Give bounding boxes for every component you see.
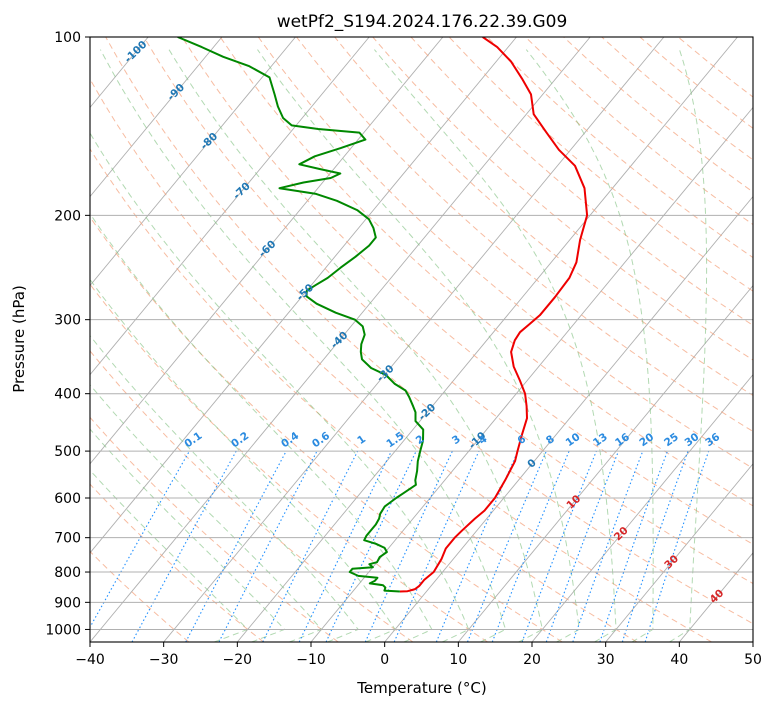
mixing-ratio-line (521, 450, 597, 642)
moist-adiabat-line (257, 49, 580, 642)
y-axis-label: Pressure (hPa) (10, 285, 28, 393)
pressure-gridlines (90, 37, 753, 630)
y-tick-label: 200 (54, 208, 81, 224)
dewpoint-line (177, 37, 425, 593)
y-tick-label: 100 (54, 30, 81, 46)
mixing-ratio-line (435, 450, 519, 642)
mixing-ratio-line (572, 450, 644, 642)
mixing-ratio-line (262, 450, 359, 642)
isotherm-line (457, 284, 753, 642)
y-tick-label: 600 (54, 491, 81, 507)
moist-adiabat-line (90, 384, 323, 642)
dry-adiabat-line (296, 37, 753, 433)
background-lines (90, 37, 753, 642)
y-tick-label: 500 (54, 444, 81, 460)
x-tick-label: 30 (597, 652, 615, 668)
mixing-ratio-line (599, 450, 669, 642)
x-tick-label: 0 (380, 652, 389, 668)
isotherm-line (90, 37, 591, 642)
moist-adiabat-line (99, 49, 507, 642)
x-axis: −40 −30 −20 −10 0 10 20 30 40 50 (75, 642, 762, 668)
dry-adiabat-line (334, 37, 753, 397)
y-tick-label: 700 (54, 531, 81, 547)
x-tick-label: 10 (449, 652, 467, 668)
x-tick-label: −10 (296, 652, 326, 668)
isotherm-line (90, 37, 223, 198)
mixing-ratio-line (491, 450, 570, 642)
dry-adiabat-line (90, 148, 638, 642)
moist-adiabat-line (90, 428, 286, 642)
mixing-ratio-line (466, 450, 547, 642)
mixing-ratio-line (644, 450, 710, 642)
mixing-ratio-line (185, 450, 287, 642)
dry-adiabat-line (90, 483, 264, 642)
x-tick-label: −20 (223, 652, 253, 668)
y-tick-label: 800 (54, 565, 81, 581)
isotherm-line (90, 37, 517, 554)
temperature-line (399, 37, 589, 593)
moist-adiabat-line (90, 212, 433, 642)
x-tick-label: −40 (75, 652, 105, 668)
x-tick-label: 20 (523, 652, 541, 668)
dry-adiabat-line (372, 37, 753, 361)
mixing-ratio-line (621, 450, 689, 642)
dry-adiabat-line (90, 550, 190, 642)
y-tick-label: 400 (54, 387, 81, 403)
y-tick-label: 900 (54, 595, 81, 611)
isotherm-line (90, 37, 370, 376)
isotherm-line (531, 373, 753, 642)
dry-adiabat-line (90, 283, 488, 642)
x-tick-label: 50 (744, 652, 762, 668)
y-tick-label: 300 (54, 313, 81, 329)
plot-frame (89, 36, 754, 643)
sounding-series (177, 37, 589, 593)
moist-adiabat-line (669, 49, 708, 642)
y-tick-label: 1000 (45, 622, 81, 638)
chart-title: wetPf2_S194.2024.176.22.39.G09 (277, 12, 568, 32)
dry-adiabat-line (90, 77, 712, 642)
isotherm-line (605, 463, 753, 642)
isotherm-line (90, 37, 444, 465)
mixing-ratio-line (393, 450, 480, 642)
isotherm-line (384, 195, 753, 642)
y-axis: 100 200 300 400 500 600 700 800 900 1000 (45, 30, 90, 638)
x-axis-label: Temperature (°C) (356, 679, 486, 697)
mixing-ratio-line (131, 450, 237, 642)
x-tick-label: 40 (670, 652, 688, 668)
moist-adiabat-line (90, 469, 249, 642)
isotherm-line (90, 37, 296, 287)
moist-adiabat-line (90, 132, 470, 642)
moist-adiabat-line (525, 49, 654, 642)
isotherm-line (163, 37, 665, 642)
isotherm-line (236, 37, 738, 642)
dry-adiabat-line (90, 350, 414, 642)
dry-adiabat-line (410, 37, 753, 326)
mixing-ratio-line (90, 450, 190, 629)
moist-adiabat-line (90, 334, 360, 642)
mixing-ratio-line (545, 450, 620, 642)
x-tick-label: −30 (149, 652, 179, 668)
isotherm-line (310, 106, 753, 642)
